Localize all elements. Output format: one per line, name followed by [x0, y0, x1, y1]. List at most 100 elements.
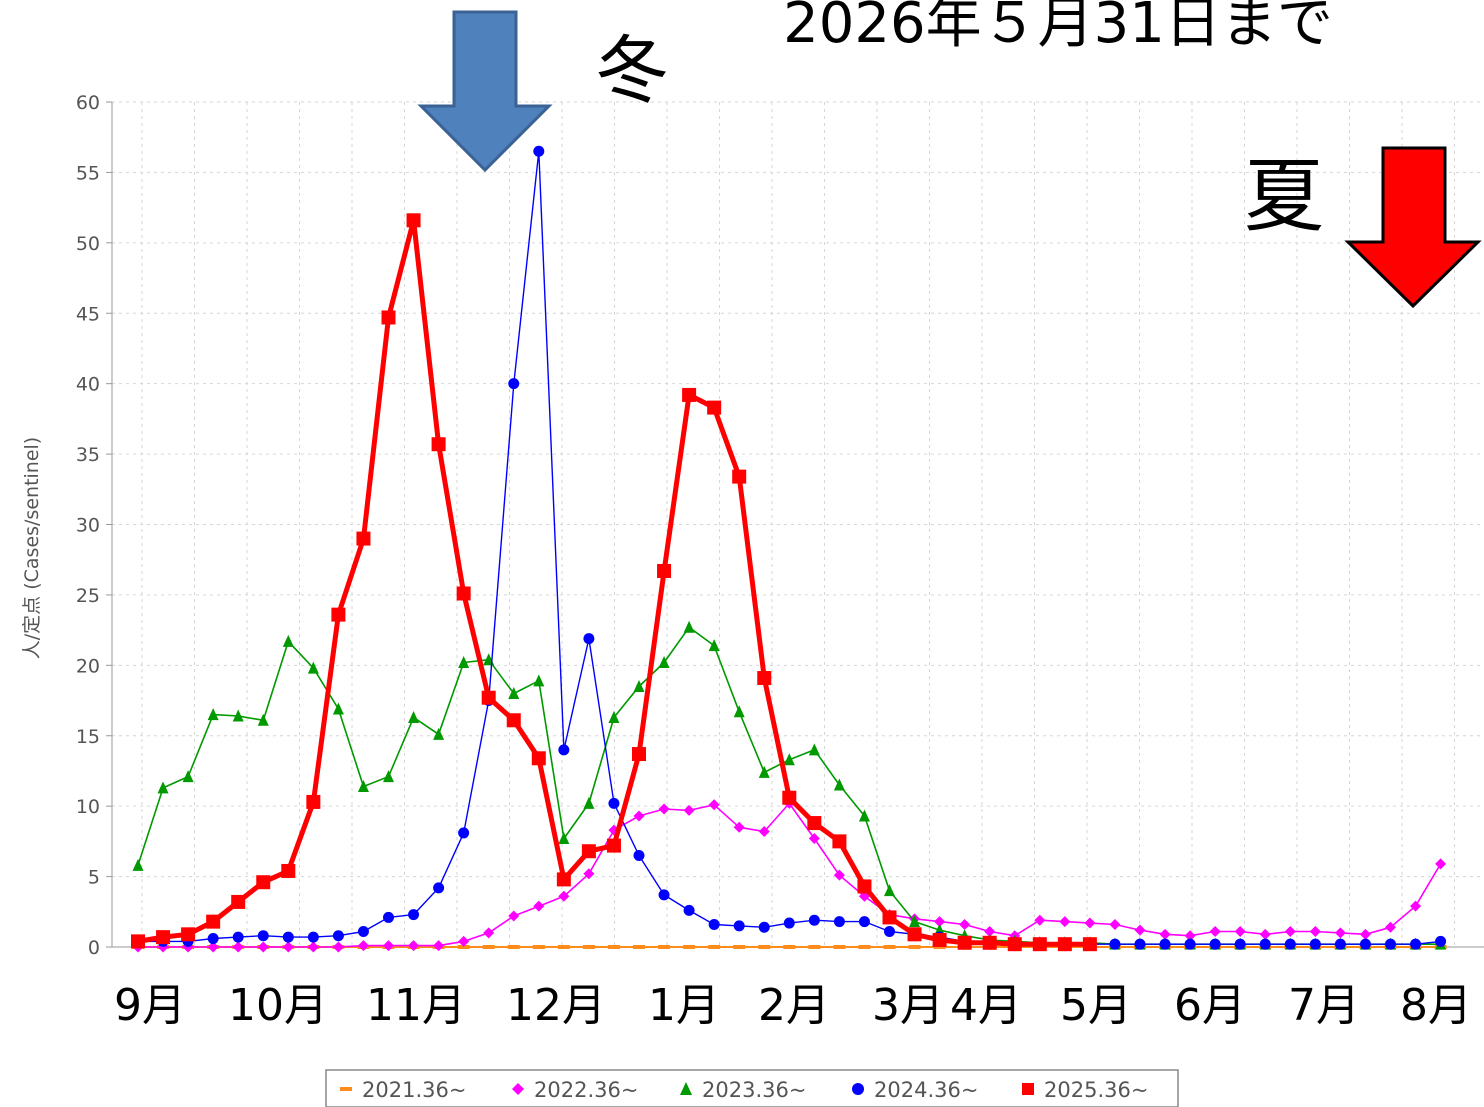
data-point [633, 679, 645, 692]
legend-marker [680, 1082, 692, 1095]
y-tick-label: 15 [76, 726, 100, 748]
data-point [207, 933, 219, 945]
data-point [581, 844, 596, 859]
data-point [482, 945, 495, 949]
date-note: 2026年５月31日まで [783, 0, 1333, 56]
data-point [583, 868, 595, 880]
month-label: 9月 [114, 980, 186, 1031]
data-point [984, 926, 996, 938]
data-point [1109, 918, 1121, 930]
data-point [1334, 938, 1346, 950]
data-point [783, 753, 795, 766]
chart-grid [112, 101, 1484, 948]
y-tick-label: 40 [76, 374, 100, 396]
data-point [1334, 927, 1346, 939]
data-point [607, 945, 620, 949]
data-point [608, 797, 620, 809]
summer-arrow-icon [1344, 146, 1482, 309]
data-point [557, 945, 570, 949]
data-point [683, 945, 696, 949]
data-point [633, 810, 645, 822]
data-point [957, 935, 972, 950]
data-point [306, 794, 321, 809]
data-point [381, 310, 396, 325]
data-point [556, 872, 571, 887]
data-point [732, 469, 747, 484]
data-point [858, 809, 870, 822]
legend-entry-label: 2024.36~ [874, 1078, 978, 1102]
data-point [456, 586, 471, 601]
data-point [1209, 926, 1221, 938]
month-label: 2月 [758, 980, 830, 1031]
data-point [883, 945, 896, 949]
data-point [558, 744, 570, 756]
data-point [657, 563, 672, 578]
data-point [632, 747, 646, 762]
month-label: 7月 [1288, 980, 1360, 1031]
data-point [1359, 928, 1371, 940]
data-point [757, 671, 772, 686]
data-point [758, 945, 771, 949]
data-point [758, 826, 770, 838]
data-point [1259, 938, 1271, 950]
data-point [232, 931, 244, 943]
data-point [708, 799, 720, 811]
data-point [907, 927, 922, 942]
data-point [884, 926, 895, 938]
data-point [1159, 938, 1171, 950]
data-point [1435, 858, 1447, 870]
data-point [332, 702, 344, 715]
month-label: 1月 [648, 980, 720, 1031]
legend: 2021.36~ 2022.36~ 2023.36~ 2024.36~ 2025.36~ [325, 1069, 1179, 1107]
data-point [1410, 938, 1422, 950]
y-tick-labels: 0 5 10 15 20 25 30 35 40 45 50 55 60 [76, 92, 112, 959]
y-tick-label: 50 [76, 233, 100, 255]
data-point [458, 656, 470, 669]
data-point [1259, 928, 1271, 940]
data-point [934, 916, 946, 928]
data-point [332, 930, 344, 942]
data-point [808, 743, 820, 756]
data-point [733, 945, 746, 949]
month-label: 12月 [506, 980, 606, 1031]
data-point [1032, 937, 1047, 952]
data-point [857, 879, 872, 894]
data-point [257, 941, 269, 953]
data-point [783, 945, 796, 949]
data-point [508, 378, 520, 390]
data-point [807, 816, 822, 831]
data-point [307, 931, 319, 943]
data-point [1410, 900, 1422, 912]
data-point [1159, 928, 1171, 940]
y-tick-label: 35 [76, 444, 100, 466]
legend-marker [1022, 1083, 1034, 1095]
data-point [282, 931, 294, 943]
data-point [1359, 938, 1371, 950]
data-point [232, 941, 244, 953]
data-point [1184, 938, 1196, 950]
y-tick-label: 60 [76, 92, 100, 114]
data-point [281, 863, 296, 878]
data-point [207, 708, 219, 721]
data-point [833, 869, 845, 881]
data-point [1284, 938, 1296, 950]
data-point [132, 858, 144, 871]
data-point [533, 145, 545, 157]
data-point [1084, 917, 1096, 929]
data-point [433, 940, 445, 952]
data-point [408, 940, 420, 952]
month-label: 3月 [872, 980, 944, 1031]
data-point [982, 935, 997, 950]
data-point [932, 932, 947, 947]
data-point [433, 882, 445, 894]
data-point [508, 910, 520, 922]
data-point [882, 910, 897, 925]
data-point [909, 915, 921, 928]
series-circle [132, 145, 1447, 950]
data-point [858, 945, 871, 949]
data-point [1309, 938, 1321, 950]
series-square [131, 213, 1097, 952]
data-point [1309, 926, 1321, 938]
data-point [884, 884, 895, 897]
